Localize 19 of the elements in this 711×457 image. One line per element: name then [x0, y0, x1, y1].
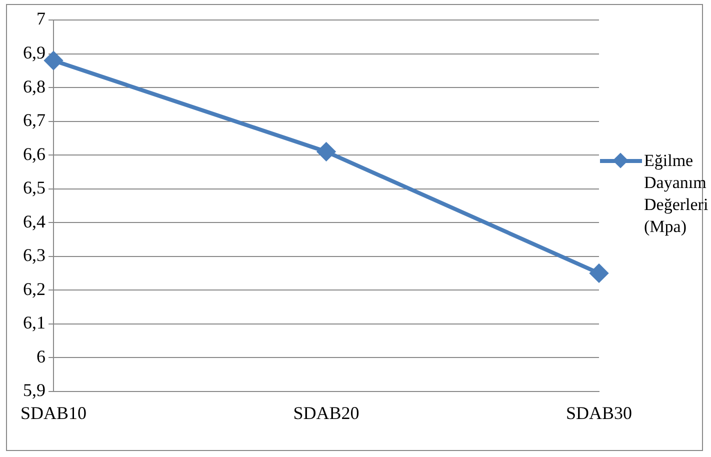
y-tick-label: 6,4	[23, 211, 46, 232]
y-tick-label: 6,5	[23, 178, 46, 198]
point	[44, 52, 62, 70]
y-tick-label: 6,8	[23, 76, 46, 96]
y-tick-label: 6,7	[23, 110, 46, 130]
y-tick-label: 7	[36, 8, 46, 29]
point	[317, 142, 336, 161]
y-tick-label: 6,1	[23, 312, 46, 333]
x-tick-label: SDAB30	[566, 402, 632, 423]
x-tick-label: SDAB10	[20, 402, 87, 423]
legend-label: Eğilme Dayanım Değerleri (Mpa)	[644, 150, 710, 238]
y-tick-label: 6,9	[23, 42, 46, 62]
y-tick-label: 6,2	[23, 278, 46, 299]
point	[590, 264, 608, 282]
y-tick-label: 6	[36, 346, 46, 366]
y-tick-label: 6,3	[23, 245, 46, 266]
y-tick-label: 6,6	[23, 144, 46, 164]
y-tick-label: 5,9	[23, 380, 46, 400]
x-tick-label: SDAB20	[293, 402, 360, 423]
